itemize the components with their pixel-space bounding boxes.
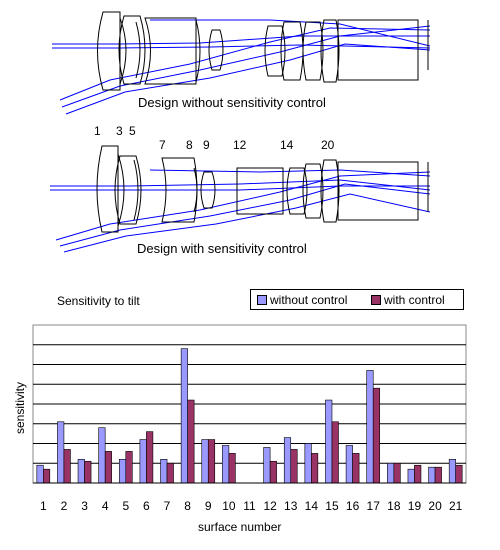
bar-without-control-16 <box>345 445 353 484</box>
x-tick-label: 11 <box>243 499 256 513</box>
bar-without-control-2 <box>57 421 65 484</box>
x-tick-label: 9 <box>205 499 212 513</box>
caption-without-control: Design without sensitivity control <box>138 95 326 110</box>
x-tick-label: 3 <box>81 499 88 513</box>
x-tick-label: 1 <box>40 499 47 513</box>
bar-without-control-19 <box>407 468 415 484</box>
legend-label-with-control: with control <box>384 293 445 307</box>
legend-swatch-with-control <box>371 295 381 305</box>
bar-with-control-18 <box>393 462 401 484</box>
bar-without-control-6 <box>139 439 147 484</box>
x-tick-label: 12 <box>263 499 277 513</box>
bar-without-control-5 <box>118 459 127 484</box>
legend-label-without-control: without control <box>270 293 348 307</box>
surface-label-7: 7 <box>159 138 166 152</box>
legend-item-with-control: with control <box>371 293 445 307</box>
bar-without-control-1 <box>36 464 44 484</box>
bar-with-control-9 <box>207 439 216 484</box>
x-tick-label: 16 <box>346 499 360 513</box>
surface-label-9: 9 <box>203 138 210 152</box>
surface-label-8: 8 <box>186 138 193 152</box>
bar-without-control-20 <box>428 466 436 484</box>
bar-with-control-2 <box>63 449 71 484</box>
bar-with-control-7 <box>166 462 174 484</box>
bar-without-control-12 <box>263 447 271 484</box>
lens-diagram-with-control <box>50 145 431 253</box>
bar-with-control-12 <box>269 460 277 484</box>
caption-with-control: Design with sensitivity control <box>137 241 307 256</box>
bar-with-control-6 <box>146 431 154 484</box>
bar-with-control-21 <box>455 464 463 484</box>
bar-without-control-18 <box>387 462 395 484</box>
bar-without-control-3 <box>77 459 85 484</box>
bar-with-control-16 <box>352 453 360 484</box>
bar-with-control-19 <box>414 464 422 484</box>
bar-with-control-3 <box>84 460 92 484</box>
x-tick-label: 13 <box>284 499 298 513</box>
x-tick-label: 8 <box>184 499 191 513</box>
x-tick-label: 18 <box>387 499 401 513</box>
x-axis-label: surface number <box>198 520 282 534</box>
surface-label-14: 14 <box>280 138 294 152</box>
x-tick-label: 10 <box>222 499 236 513</box>
bar-chart: 1 2 3 4 5 6 7 8 9 10 11 12 13 14 15 16 17 18 19 20 21 <box>32 324 467 513</box>
y-axis-label: sensitivity <box>13 381 27 434</box>
lens-diagram-without-control <box>52 11 431 115</box>
chart-legend: without control with control <box>250 289 464 310</box>
x-tick-label: 2 <box>61 499 68 513</box>
surface-label-20: 20 <box>321 138 335 152</box>
x-tick-label: 4 <box>102 499 109 513</box>
x-tick-label: 21 <box>449 499 463 513</box>
bar-with-control-10 <box>228 453 236 484</box>
x-tick-label: 7 <box>164 499 171 513</box>
bar-with-control-8 <box>187 399 195 484</box>
bar-with-control-15 <box>331 421 339 484</box>
bar-with-control-17 <box>372 387 381 484</box>
bar-without-control-14 <box>304 443 312 484</box>
surface-label-3: 3 <box>116 124 123 138</box>
lens-diagrams <box>50 11 431 253</box>
x-tick-label: 17 <box>367 499 381 513</box>
surface-label-1: 1 <box>94 124 101 138</box>
bar-with-control-5 <box>125 451 133 484</box>
bar-without-control-10 <box>222 445 230 484</box>
x-tick-label: 6 <box>143 499 150 513</box>
x-tick-label: 5 <box>122 499 129 513</box>
legend-swatch-without-control <box>257 295 267 305</box>
bar-with-control-14 <box>311 453 319 484</box>
bar-without-control-13 <box>283 437 292 484</box>
bar-with-control-1 <box>43 468 51 484</box>
legend-item-without-control: without control <box>257 293 347 307</box>
bar-without-control-9 <box>201 439 209 484</box>
bar-without-control-21 <box>448 459 456 484</box>
bar-without-control-4 <box>98 427 106 484</box>
bar-without-control-8 <box>180 348 188 484</box>
x-tick-label: 20 <box>428 499 442 513</box>
surface-label-12: 12 <box>233 138 247 152</box>
bar-with-control-4 <box>104 451 112 484</box>
bar-with-control-13 <box>290 449 298 484</box>
x-tick-label: 14 <box>305 499 319 513</box>
bar-without-control-15 <box>325 399 333 484</box>
x-tick-label: 19 <box>408 499 422 513</box>
chart-title: Sensitivity to tilt <box>57 294 140 308</box>
bar-without-control-17 <box>366 370 374 484</box>
bar-without-control-7 <box>160 459 168 484</box>
x-tick-label: 15 <box>325 499 339 513</box>
surface-label-5: 5 <box>129 124 136 138</box>
bar-with-control-20 <box>434 466 442 484</box>
